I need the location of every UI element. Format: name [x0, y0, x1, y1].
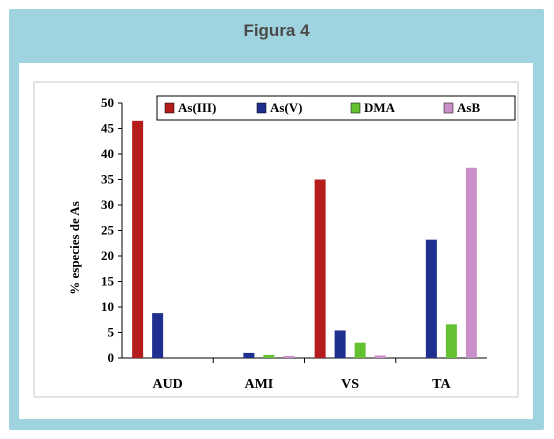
bar [283, 355, 295, 358]
x-category-label: VS [341, 377, 359, 392]
y-tick-label: 10 [101, 299, 114, 314]
figure-frame: Figura 4 0 5 10 15 20 25 30 35 40 45 50 AUD AMI VS TA … [9, 9, 544, 430]
bar [334, 330, 346, 358]
bar [445, 324, 457, 358]
legend-swatch [164, 102, 175, 114]
bar [465, 167, 477, 358]
chart-panel: 0 5 10 15 20 25 30 35 40 45 50 AUD AMI VS TA As(III) As… [19, 63, 533, 419]
y-tick-label: 40 [101, 146, 114, 161]
chart-border [33, 81, 519, 398]
figure-title: Figura 4 [243, 21, 310, 40]
x-category-label: AMI [244, 377, 273, 392]
bar [132, 120, 144, 358]
bar [314, 179, 326, 358]
y-tick-label: 25 [101, 223, 115, 238]
y-tick-label: 45 [101, 121, 115, 136]
bar [354, 342, 366, 358]
y-tick-label: 35 [101, 172, 115, 187]
y-tick-label: 0 [108, 350, 115, 365]
y-tick-label: 5 [108, 325, 115, 340]
legend-label: As(V) [270, 100, 303, 115]
legend-label: AsB [457, 100, 480, 115]
bar-chart: 0 5 10 15 20 25 30 35 40 45 50 AUD AMI VS TA As(III) As… [33, 81, 519, 398]
x-category-label: TA [432, 377, 451, 392]
bar [425, 239, 437, 358]
y-tick-label: 30 [101, 197, 114, 212]
bar [243, 352, 255, 358]
y-tick-label: 20 [101, 248, 114, 263]
x-category-label: AUD [152, 377, 182, 392]
bar [152, 313, 164, 358]
legend-swatch [443, 102, 454, 114]
legend-label: As(III) [178, 100, 216, 115]
bar [374, 355, 386, 358]
legend-swatch [350, 102, 361, 114]
y-tick-label: 15 [101, 274, 115, 289]
legend-box [156, 95, 516, 121]
y-axis-label: % especies de As [67, 201, 82, 295]
bar [263, 354, 275, 358]
legend-label: DMA [364, 100, 396, 115]
legend-swatch [256, 102, 267, 114]
y-tick-label: 50 [101, 95, 114, 110]
